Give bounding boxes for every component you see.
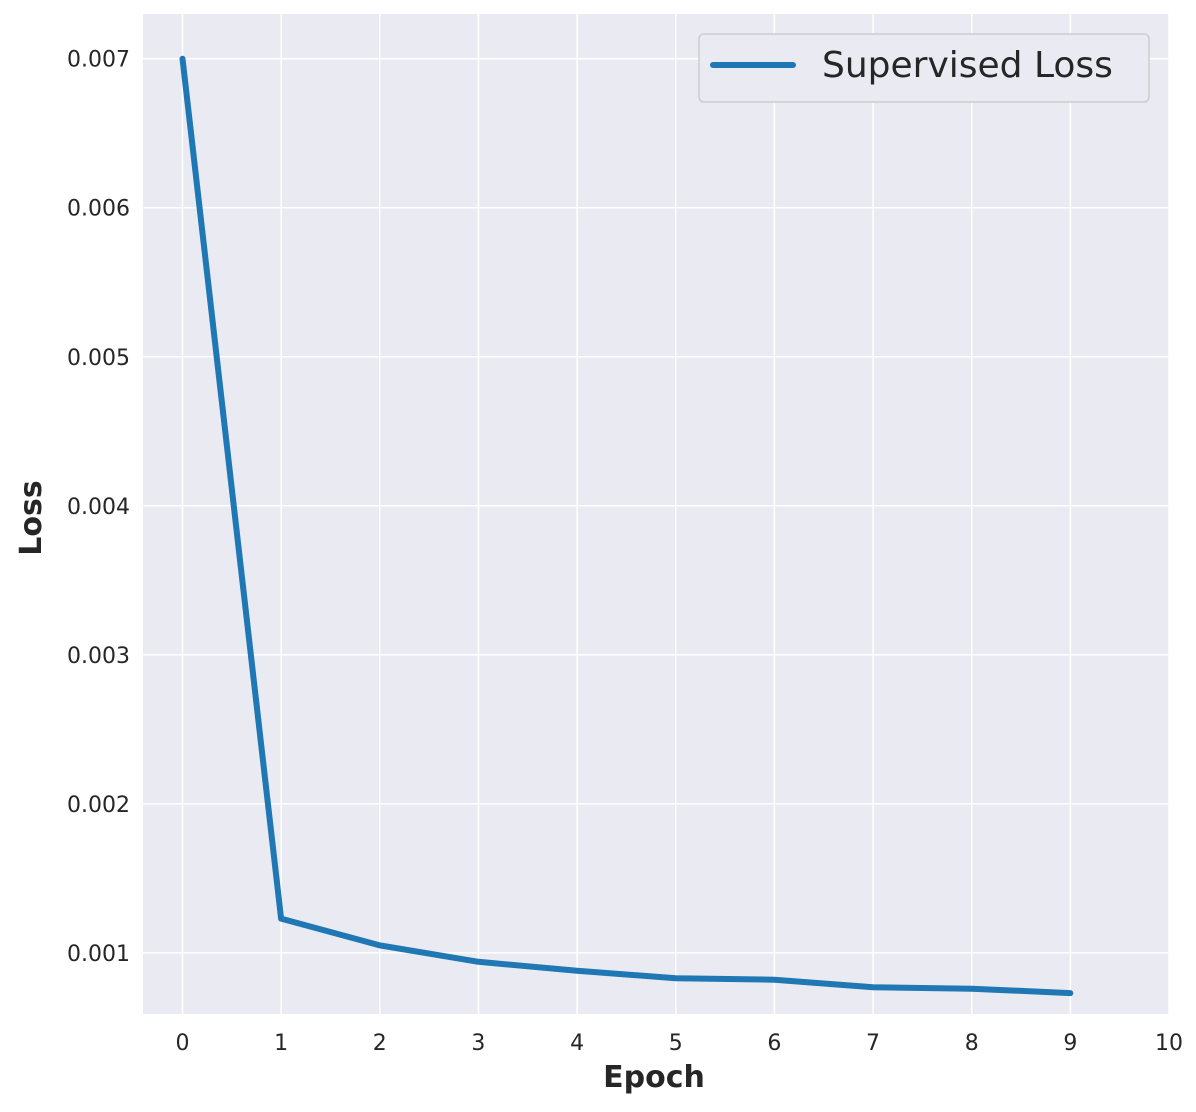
data-point-epoch-5 [673, 975, 679, 981]
data-point-epoch-7 [870, 984, 876, 990]
x-tick-label-4: 4 [570, 1031, 584, 1056]
y-axis-label: Loss [14, 480, 49, 555]
x-tick-label-10: 10 [1155, 1031, 1183, 1056]
data-point-epoch-6 [771, 977, 777, 983]
x-tick-label-0: 0 [175, 1031, 189, 1056]
x-axis-label: Epoch [603, 1060, 705, 1095]
x-tick-label-8: 8 [965, 1031, 979, 1056]
legend-label-supervised-loss: Supervised Loss [822, 45, 1113, 86]
data-point-epoch-4 [574, 968, 580, 974]
data-point-epoch-8 [969, 986, 975, 992]
x-tick-label-3: 3 [471, 1031, 485, 1056]
series-layer [179, 55, 1074, 997]
data-point-epoch-2 [377, 942, 383, 948]
x-tick-label-9: 9 [1063, 1031, 1077, 1056]
y-tick-label-0.006: 0.006 [67, 197, 130, 222]
y-tick-label-0.003: 0.003 [67, 644, 130, 669]
x-tick-label-1: 1 [274, 1031, 288, 1056]
y-tick-label-0.007: 0.007 [67, 48, 130, 73]
series-line-0 [179, 55, 1074, 997]
data-point-epoch-0 [179, 56, 185, 62]
x-tick-labels: 0 1 2 3 4 5 6 7 8 9 10 [175, 1031, 1183, 1056]
y-tick-label-0.005: 0.005 [67, 346, 130, 371]
x-tick-label-2: 2 [373, 1031, 387, 1056]
legend: Supervised Loss [698, 33, 1150, 103]
data-point-epoch-9 [1067, 990, 1073, 996]
grid-layer [143, 14, 1170, 1014]
data-point-epoch-1 [278, 916, 284, 922]
plot-background [143, 14, 1169, 1014]
y-tick-label-0.004: 0.004 [67, 495, 130, 520]
legend-box [698, 33, 1150, 103]
x-tick-label-5: 5 [669, 1031, 683, 1056]
x-tick-label-6: 6 [767, 1031, 781, 1056]
x-tick-label-7: 7 [866, 1031, 880, 1056]
y-tick-labels: 0.001 0.002 0.003 0.004 0.005 0.006 0.007 [67, 48, 130, 967]
data-point-epoch-3 [475, 959, 481, 965]
y-tick-label-0.001: 0.001 [67, 942, 130, 967]
y-tick-label-0.002: 0.002 [67, 793, 130, 818]
